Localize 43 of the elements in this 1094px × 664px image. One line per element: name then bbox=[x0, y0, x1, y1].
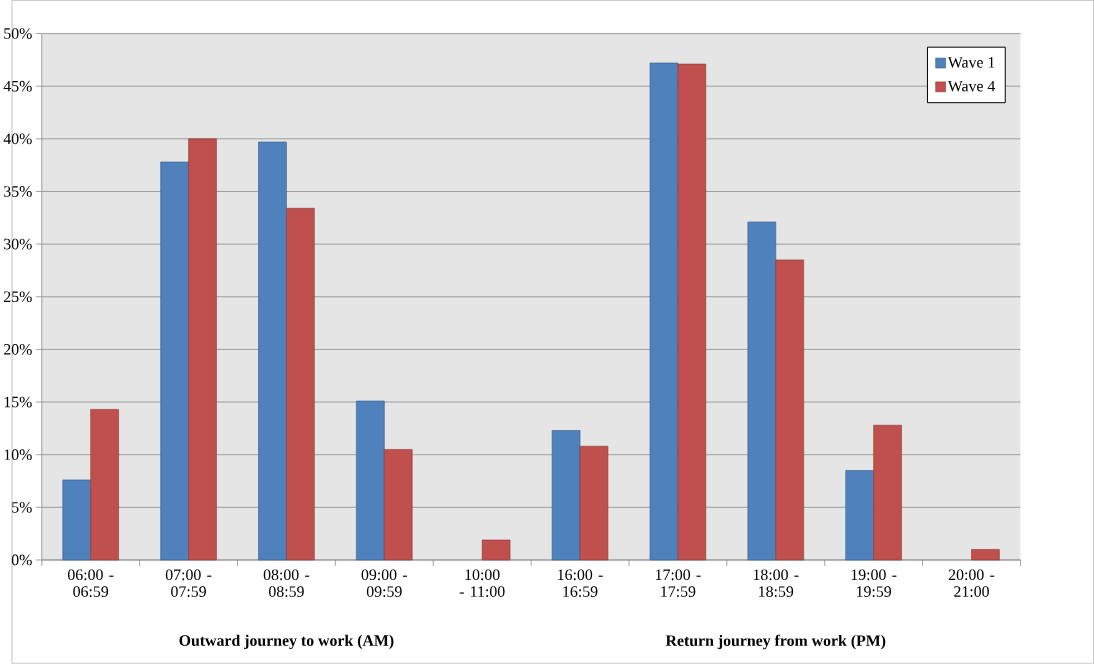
bar bbox=[188, 138, 217, 561]
text: Outward journey to work (AM) bbox=[179, 634, 394, 650]
bar bbox=[579, 446, 609, 561]
text: Return journey from work (PM) bbox=[665, 634, 886, 650]
legend-label: Wave 4 bbox=[947, 81, 996, 92]
bar bbox=[845, 470, 874, 561]
x-tick-label: 07:00 - 07:59 bbox=[165, 569, 212, 598]
bar bbox=[775, 259, 804, 561]
bar bbox=[384, 449, 413, 561]
x-tick-label: 18:00 - 18:59 bbox=[753, 569, 799, 598]
bar bbox=[971, 549, 1000, 561]
x-tick-label: 20:00 - 21:00 bbox=[948, 569, 995, 598]
y-tick-label: 40% bbox=[3, 133, 32, 145]
y-tick-label: 0% bbox=[11, 554, 32, 566]
bar bbox=[356, 400, 385, 561]
y-tick-label: 30% bbox=[4, 238, 32, 250]
bar bbox=[677, 63, 707, 561]
x-tick-label: 17:00 - 17:59 bbox=[655, 569, 701, 598]
x-tick-label: 08:00 - 08:59 bbox=[263, 569, 310, 598]
bar bbox=[747, 221, 777, 561]
y-tick-label: 10% bbox=[4, 449, 32, 461]
bar bbox=[62, 479, 91, 561]
y-tick-label: 15% bbox=[4, 396, 32, 408]
x-tick-label: 06:00 - 06:59 bbox=[67, 569, 114, 598]
y-tick-label: 20% bbox=[4, 344, 32, 355]
y-tick-label: 50% bbox=[4, 28, 32, 40]
bar bbox=[649, 62, 679, 561]
y-tick-label: 45% bbox=[3, 80, 32, 92]
x-tick-label: 09:00 - 09:59 bbox=[361, 569, 408, 598]
bar bbox=[551, 430, 581, 561]
x-tick-label: 19:00 - 19:59 bbox=[851, 569, 897, 598]
x-tick-label: 10:00 - 11:00 bbox=[459, 569, 505, 598]
bar bbox=[258, 141, 287, 561]
y-tick-label: 35% bbox=[4, 186, 32, 197]
x-tick-label: 16:00 - 16:59 bbox=[558, 569, 603, 598]
bar bbox=[873, 425, 902, 561]
y-tick-label: 25% bbox=[4, 291, 32, 303]
bar bbox=[90, 409, 119, 561]
bar bbox=[481, 539, 511, 561]
y-tick-label: 5% bbox=[12, 502, 32, 513]
bar bbox=[160, 161, 189, 561]
legend-label: Wave 1 bbox=[947, 57, 995, 68]
bar bbox=[286, 208, 315, 561]
